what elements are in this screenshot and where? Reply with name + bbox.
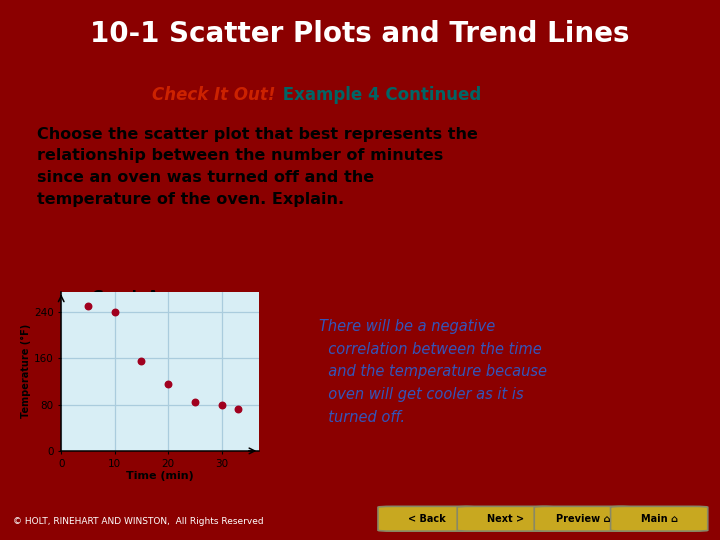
Point [163,380,174,389]
Point [216,400,228,409]
Text: There will be a negative
  correlation between the time
  and the temperature be: There will be a negative correlation bet… [319,319,547,425]
Text: 10-1 Scatter Plots and Trend Lines: 10-1 Scatter Plots and Trend Lines [90,20,630,48]
Text: Check It Out!: Check It Out! [151,86,275,104]
Text: Preview ⌂: Preview ⌂ [556,514,610,524]
X-axis label: Time (min): Time (min) [126,471,194,481]
Y-axis label: Temperature (°F): Temperature (°F) [21,324,31,418]
Text: Next >: Next > [487,514,524,524]
Point [135,357,147,366]
FancyBboxPatch shape [534,507,631,531]
Text: Example 4 Continued: Example 4 Continued [277,86,482,104]
Text: < Back: < Back [408,514,446,524]
FancyBboxPatch shape [457,507,554,531]
Point [232,404,243,413]
Text: Graph A: Graph A [92,290,159,305]
Point [109,308,120,316]
FancyBboxPatch shape [378,507,475,531]
Text: © HOLT, RINEHART AND WINSTON,  All Rights Reserved: © HOLT, RINEHART AND WINSTON, All Rights… [13,517,264,526]
Text: Choose the scatter plot that best represents the
relationship between the number: Choose the scatter plot that best repres… [37,127,478,206]
Text: Main ⌂: Main ⌂ [641,514,678,524]
FancyBboxPatch shape [611,507,708,531]
Point [82,302,94,310]
Point [189,397,201,406]
